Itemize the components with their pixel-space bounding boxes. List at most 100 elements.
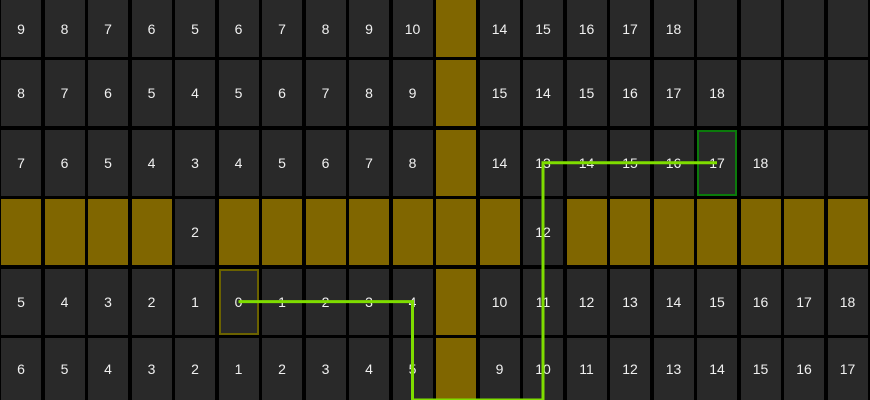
grid-cell[interactable]: 15 bbox=[566, 60, 607, 127]
grid-cell[interactable]: 16 bbox=[653, 129, 694, 196]
wall-cell[interactable] bbox=[566, 199, 607, 266]
grid-cell[interactable]: 4 bbox=[349, 338, 389, 400]
wall-cell[interactable] bbox=[479, 199, 520, 266]
grid-cell[interactable]: 10 bbox=[479, 268, 520, 335]
goal-cell[interactable]: 17 bbox=[697, 129, 737, 196]
grid-cell[interactable]: 5 bbox=[175, 0, 215, 57]
grid-cell[interactable]: 5 bbox=[392, 338, 433, 400]
grid-cell[interactable]: 16 bbox=[740, 268, 781, 335]
grid-cell[interactable]: 10 bbox=[523, 338, 563, 400]
grid-cell[interactable]: 15 bbox=[479, 60, 520, 127]
grid-cell[interactable]: 2 bbox=[175, 199, 215, 266]
grid-cell[interactable]: 12 bbox=[523, 199, 563, 266]
grid-cell[interactable]: 16 bbox=[784, 338, 824, 400]
grid-cell[interactable]: 9 bbox=[1, 0, 41, 57]
grid-cell[interactable]: 3 bbox=[88, 268, 128, 335]
grid-cell[interactable]: 12 bbox=[566, 268, 607, 335]
wall-cell[interactable] bbox=[436, 268, 476, 335]
grid-cell[interactable]: 8 bbox=[1, 60, 41, 127]
grid-cell[interactable]: 4 bbox=[175, 60, 215, 127]
grid-cell[interactable] bbox=[784, 60, 824, 127]
grid-cell[interactable]: 8 bbox=[392, 129, 433, 196]
grid-cell[interactable]: 18 bbox=[697, 60, 737, 127]
grid-cell[interactable]: 1 bbox=[175, 268, 215, 335]
grid-cell[interactable]: 17 bbox=[827, 338, 868, 400]
grid-cell[interactable]: 13 bbox=[610, 268, 650, 335]
grid-cell[interactable]: 13 bbox=[523, 129, 563, 196]
grid-cell[interactable]: 12 bbox=[610, 338, 650, 400]
wall-cell[interactable] bbox=[44, 199, 85, 266]
grid-cell[interactable]: 16 bbox=[610, 60, 650, 127]
grid-cell[interactable]: 5 bbox=[44, 338, 85, 400]
grid-cell[interactable]: 8 bbox=[349, 60, 389, 127]
grid-cell[interactable]: 3 bbox=[131, 338, 172, 400]
grid-cell[interactable]: 9 bbox=[392, 60, 433, 127]
wall-cell[interactable] bbox=[88, 199, 128, 266]
grid-cell[interactable]: 4 bbox=[218, 129, 259, 196]
grid-cell[interactable]: 17 bbox=[784, 268, 824, 335]
start-cell[interactable]: 0 bbox=[218, 268, 259, 335]
grid-cell[interactable]: 13 bbox=[653, 338, 694, 400]
wall-cell[interactable] bbox=[349, 199, 389, 266]
wall-cell[interactable] bbox=[436, 60, 476, 127]
wall-cell[interactable] bbox=[436, 338, 476, 400]
grid-cell[interactable]: 5 bbox=[88, 129, 128, 196]
grid-cell[interactable]: 4 bbox=[392, 268, 433, 335]
grid-cell[interactable]: 5 bbox=[262, 129, 302, 196]
grid-cell[interactable]: 3 bbox=[175, 129, 215, 196]
grid-cell[interactable]: 14 bbox=[653, 268, 694, 335]
grid-cell[interactable]: 14 bbox=[479, 129, 520, 196]
grid-cell[interactable]: 3 bbox=[305, 338, 346, 400]
grid-cell[interactable]: 15 bbox=[523, 0, 563, 57]
grid-cell[interactable]: 7 bbox=[44, 60, 85, 127]
wall-cell[interactable] bbox=[392, 199, 433, 266]
wall-cell[interactable] bbox=[653, 199, 694, 266]
grid-cell[interactable]: 16 bbox=[566, 0, 607, 57]
grid-cell[interactable] bbox=[827, 60, 868, 127]
grid-cell[interactable] bbox=[784, 129, 824, 196]
wall-cell[interactable] bbox=[436, 129, 476, 196]
grid-cell[interactable]: 18 bbox=[653, 0, 694, 57]
grid-cell[interactable]: 4 bbox=[44, 268, 85, 335]
grid-cell[interactable]: 1 bbox=[262, 268, 302, 335]
grid-cell[interactable]: 7 bbox=[88, 0, 128, 57]
grid-cell[interactable]: 9 bbox=[349, 0, 389, 57]
wall-cell[interactable] bbox=[131, 199, 172, 266]
grid-cell[interactable]: 14 bbox=[697, 338, 737, 400]
grid-cell[interactable] bbox=[697, 0, 737, 57]
grid-cell[interactable]: 15 bbox=[697, 268, 737, 335]
grid-cell[interactable]: 8 bbox=[305, 0, 346, 57]
grid-cell[interactable]: 6 bbox=[88, 60, 128, 127]
grid-cell[interactable]: 5 bbox=[131, 60, 172, 127]
grid-cell[interactable]: 14 bbox=[523, 60, 563, 127]
grid-cell[interactable]: 5 bbox=[1, 268, 41, 335]
grid-cell[interactable] bbox=[740, 0, 781, 57]
grid-cell[interactable]: 8 bbox=[44, 0, 85, 57]
grid-cell[interactable]: 6 bbox=[131, 0, 172, 57]
wall-cell[interactable] bbox=[436, 199, 476, 266]
grid-cell[interactable]: 7 bbox=[1, 129, 41, 196]
grid-cell[interactable]: 2 bbox=[175, 338, 215, 400]
grid-cell[interactable]: 4 bbox=[88, 338, 128, 400]
grid-cell[interactable]: 6 bbox=[1, 338, 41, 400]
grid-cell[interactable]: 9 bbox=[479, 338, 520, 400]
grid-cell[interactable]: 18 bbox=[740, 129, 781, 196]
grid-cell[interactable]: 2 bbox=[131, 268, 172, 335]
grid-cell[interactable] bbox=[740, 60, 781, 127]
grid-cell[interactable]: 5 bbox=[218, 60, 259, 127]
grid-cell[interactable]: 11 bbox=[523, 268, 563, 335]
wall-cell[interactable] bbox=[1, 199, 41, 266]
wall-cell[interactable] bbox=[305, 199, 346, 266]
grid-cell[interactable]: 14 bbox=[566, 129, 607, 196]
grid-cell[interactable]: 18 bbox=[827, 268, 868, 335]
wall-cell[interactable] bbox=[218, 199, 259, 266]
wall-cell[interactable] bbox=[697, 199, 737, 266]
wall-cell[interactable] bbox=[436, 0, 476, 57]
grid-cell[interactable] bbox=[784, 0, 824, 57]
wall-cell[interactable] bbox=[784, 199, 824, 266]
grid-cell[interactable]: 17 bbox=[610, 0, 650, 57]
grid-cell[interactable]: 3 bbox=[349, 268, 389, 335]
wall-cell[interactable] bbox=[610, 199, 650, 266]
grid-cell[interactable]: 1 bbox=[218, 338, 259, 400]
grid-cell[interactable]: 2 bbox=[305, 268, 346, 335]
